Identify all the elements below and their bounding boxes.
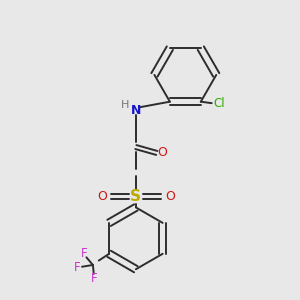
Text: O: O xyxy=(165,190,175,203)
Text: O: O xyxy=(97,190,107,203)
Text: F: F xyxy=(81,247,88,260)
Text: S: S xyxy=(130,189,141,204)
Text: N: N xyxy=(131,104,141,117)
Text: F: F xyxy=(74,261,81,274)
Text: F: F xyxy=(91,272,98,285)
Text: H: H xyxy=(121,100,129,110)
Text: Cl: Cl xyxy=(213,97,225,110)
Text: O: O xyxy=(158,146,168,159)
